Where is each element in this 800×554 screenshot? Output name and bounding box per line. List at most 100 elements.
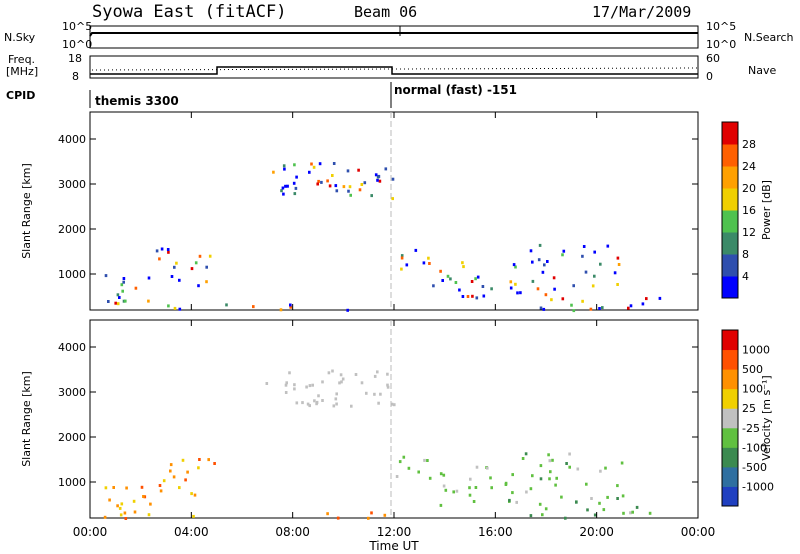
echo-cell [252, 305, 255, 309]
freq-panel [89, 55, 699, 79]
echo-cell [606, 244, 610, 248]
echo-cell [379, 392, 382, 396]
echo-cell [147, 276, 151, 280]
beam-label: Beam 06 [354, 3, 418, 21]
colorbar-segment [722, 122, 738, 145]
colorbar-tick-label: 20 [742, 182, 756, 195]
echo-cell [346, 308, 349, 312]
echo-cell [584, 270, 588, 274]
echo-cell [541, 513, 544, 517]
echo-cell [167, 304, 170, 308]
echo-cell [620, 461, 624, 465]
colorbar-segment [722, 349, 738, 370]
echo-cell [310, 162, 313, 166]
echo-cell [377, 174, 381, 178]
echo-cell [122, 280, 125, 284]
echo-cell [561, 297, 565, 301]
echo-cell [374, 173, 378, 177]
y-axis-label: Slant Range [km] [20, 163, 33, 259]
echo-cell [378, 179, 382, 183]
echo-cell [555, 476, 558, 480]
echo-cell [285, 381, 288, 385]
echo-cell [621, 494, 625, 498]
echo-cell [288, 371, 291, 375]
echo-cell [289, 303, 292, 307]
echo-cell [553, 287, 556, 291]
echo-cell [645, 297, 648, 301]
echo-cell [197, 466, 200, 470]
echo-cell [124, 517, 128, 520]
echo-cell [213, 462, 216, 465]
echo-cell [172, 475, 176, 479]
echo-cell [334, 184, 338, 188]
echo-cell [320, 180, 323, 184]
echo-cell [347, 189, 350, 193]
colorbar-tick-label: 12 [742, 226, 756, 239]
echo-cell [308, 404, 311, 408]
echo-cell [158, 257, 161, 261]
nsky-tick-bottom: 10^0 [62, 38, 93, 51]
echo-cell [370, 511, 373, 515]
echo-cell [173, 265, 176, 269]
echo-cell [208, 254, 212, 258]
echo-cell [576, 467, 580, 471]
echo-cell [539, 306, 543, 310]
echo-cell [516, 291, 519, 295]
colorbar-segment [722, 166, 738, 189]
echo-cell [509, 286, 513, 290]
echo-cell [315, 402, 318, 406]
nave-tick-top: 60 [706, 52, 720, 65]
echo-cell [104, 274, 108, 278]
echo-cell [104, 486, 108, 490]
echo-cell [321, 380, 324, 384]
echo-cell [474, 277, 477, 281]
echo-cell [599, 469, 602, 473]
echo-cell [468, 486, 471, 490]
cpid-segment-themis: themis 3300 [95, 94, 179, 108]
echo-cell [400, 256, 404, 260]
echo-cell [469, 477, 472, 481]
echo-cell [562, 249, 566, 253]
colorbar-tick-label: 100 [742, 383, 763, 396]
echo-cell [538, 243, 542, 247]
echo-cell [120, 502, 124, 506]
echo-cell [326, 179, 329, 183]
echo-cell [280, 189, 283, 193]
colorbar-frame [721, 329, 739, 507]
echo-cell [504, 483, 508, 486]
echo-cell [486, 466, 489, 470]
echo-cell [317, 394, 320, 398]
echo-cell [482, 294, 486, 298]
echo-cell [402, 455, 406, 459]
echo-cell [107, 300, 110, 303]
echo-cell [439, 503, 443, 507]
echo-cell [470, 280, 474, 283]
echo-cell [390, 402, 394, 406]
echo-cell [160, 247, 164, 251]
echo-cell [444, 488, 448, 492]
echo-cell [515, 500, 518, 504]
echo-cell [293, 383, 296, 387]
echo-cell [519, 291, 522, 295]
echo-cell [604, 466, 607, 470]
echo-cell [511, 473, 514, 477]
echo-cell [550, 298, 553, 302]
echo-cell [376, 178, 379, 182]
echo-cell [616, 497, 619, 500]
echo-cell [279, 308, 283, 312]
echo-cell [312, 165, 316, 169]
echo-cell [591, 284, 595, 288]
echo-cell [112, 486, 115, 489]
echo-cell [134, 286, 138, 290]
echo-cell [194, 261, 198, 265]
colorbar-segment [722, 188, 738, 211]
y-tick-label: 2000 [58, 431, 86, 444]
echo-cell [593, 513, 597, 517]
echo-cell [124, 299, 127, 303]
freq-unit-label: [MHz] [6, 65, 39, 78]
echo-cell [538, 502, 542, 506]
echo-cell [616, 256, 620, 260]
echo-cell [442, 484, 446, 488]
echo-cell [123, 511, 127, 515]
x-tick-label: 12:00 [377, 525, 412, 539]
